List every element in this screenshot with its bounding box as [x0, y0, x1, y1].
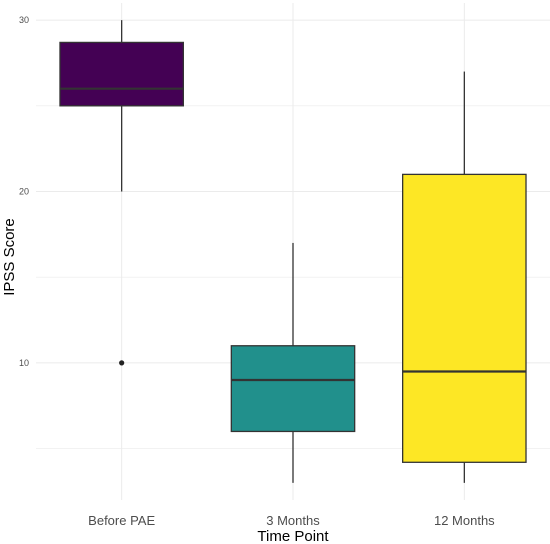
- box-2: [230, 242, 356, 483]
- y-axis-title: IPSS Score: [1, 218, 18, 296]
- box-3: [402, 71, 527, 483]
- box-body: [230, 345, 356, 433]
- outlier-point: [119, 360, 125, 366]
- x-tick-label: 12 Months: [434, 513, 495, 528]
- x-tick-label: Before PAE: [88, 513, 155, 528]
- y-axis-ticks: 10 20 30: [19, 15, 29, 368]
- x-tick-label: 3 Months: [266, 513, 320, 528]
- y-tick-label: 20: [19, 187, 29, 197]
- box-body: [402, 173, 527, 463]
- box-1: [59, 20, 184, 366]
- x-axis-title: Time Point: [257, 528, 329, 544]
- box-series: [59, 20, 527, 483]
- y-tick-label: 10: [19, 358, 29, 368]
- x-axis-ticks: Before PAE 3 Months 12 Months: [88, 513, 495, 528]
- y-tick-label: 30: [19, 15, 29, 25]
- box-body: [59, 41, 184, 107]
